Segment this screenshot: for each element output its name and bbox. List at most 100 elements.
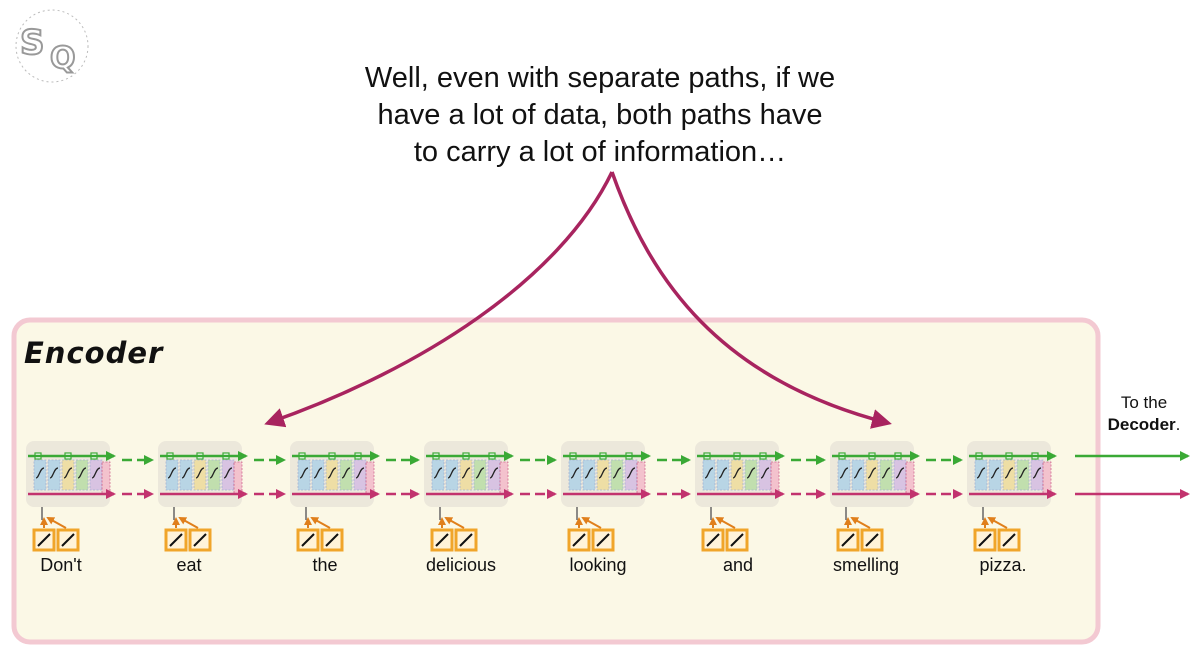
gate-box <box>353 459 367 491</box>
sigmoid-icon <box>746 467 756 479</box>
sigmoid-icon <box>718 467 728 479</box>
embedding-arrow <box>178 517 199 529</box>
sigmoid-icon <box>839 467 849 479</box>
output-gate-box <box>636 461 646 495</box>
embedding-arrow <box>850 517 871 529</box>
output-gate-box <box>1042 461 1052 495</box>
gate-box <box>47 459 61 491</box>
gate-box <box>325 459 339 491</box>
annotation-arrow-left <box>264 171 614 428</box>
lstm-unit <box>158 441 248 552</box>
embedding-weight-line <box>459 533 473 547</box>
sigmoid-icon <box>732 467 742 479</box>
gate-box <box>311 459 325 491</box>
sigmoid-icon <box>195 467 205 479</box>
output-gate-box <box>905 461 915 495</box>
embedding-weight-line <box>435 533 449 547</box>
embedding-weight-line <box>730 533 744 547</box>
embedding-arrow <box>987 517 1008 529</box>
gate-box <box>610 459 624 491</box>
gate-box <box>445 459 459 491</box>
embedding-arrow <box>715 517 736 529</box>
sigmoid-icon <box>167 467 177 479</box>
sigmoid-icon <box>35 467 45 479</box>
embedding-weight-line <box>37 533 51 547</box>
input-word: pizza. <box>979 555 1027 575</box>
sigmoid-icon <box>223 467 233 479</box>
svg-text:S: S <box>20 23 45 63</box>
input-word: Don't <box>40 555 82 575</box>
caption-text: Well, even with separate paths, if we ha… <box>330 60 870 171</box>
sigmoid-icon <box>489 467 499 479</box>
sigmoid-icon <box>327 467 337 479</box>
sigmoid-icon <box>1004 467 1014 479</box>
embedding-arrow <box>444 517 465 529</box>
embedding-arrow <box>46 517 67 529</box>
lstm-unit <box>830 441 920 552</box>
gate-box <box>879 459 893 491</box>
gate-box <box>459 459 473 491</box>
sigmoid-icon <box>853 467 863 479</box>
gate-box <box>624 459 638 491</box>
input-word: the <box>312 555 338 575</box>
gate-box <box>431 459 445 491</box>
gate-box <box>568 459 582 491</box>
gate-box <box>988 459 1002 491</box>
sigmoid-icon <box>63 467 73 479</box>
sigmoid-icon <box>447 467 457 479</box>
gate-box <box>716 459 730 491</box>
to-decoder-note: To the Decoder. <box>1090 392 1198 436</box>
output-gate-box <box>770 461 780 495</box>
input-word: smelling <box>832 555 900 575</box>
sigmoid-icon <box>1032 467 1042 479</box>
sigmoid-icon <box>598 467 608 479</box>
lstm-unit <box>967 441 1057 552</box>
encoder-panel <box>11 317 1101 645</box>
decoder-label: Decoder <box>1107 415 1176 434</box>
sigmoid-icon <box>1018 467 1028 479</box>
embedding-weight-line <box>169 533 183 547</box>
embedding-weight-line <box>865 533 879 547</box>
embedding-weight-line <box>841 533 855 547</box>
sigmoid-icon <box>299 467 309 479</box>
sigmoid-icon <box>341 467 351 479</box>
statquest-logo-icon: S Q <box>8 4 98 88</box>
gate-box <box>851 459 865 491</box>
annotation-arrow-right <box>610 171 892 429</box>
gate-box <box>1016 459 1030 491</box>
embedding-weight-line <box>325 533 339 547</box>
lstm-unit <box>26 441 116 552</box>
sigmoid-icon <box>867 467 877 479</box>
embedding-arrow <box>310 517 331 529</box>
embedding-weight-line <box>706 533 720 547</box>
output-gate-box <box>365 461 375 495</box>
output-gate-box <box>101 461 111 495</box>
sigmoid-icon <box>626 467 636 479</box>
gate-box <box>221 459 235 491</box>
input-word: eat <box>176 555 202 575</box>
sigmoid-icon <box>976 467 986 479</box>
sigmoid-icon <box>313 467 323 479</box>
gate-box <box>702 459 716 491</box>
sigmoid-icon <box>209 467 219 479</box>
to-decoder-suffix: . <box>1175 415 1181 434</box>
gate-box <box>865 459 879 491</box>
embedding-weight-line <box>1002 533 1016 547</box>
embedding-weight-line <box>978 533 992 547</box>
embedding-weight-line <box>596 533 610 547</box>
gate-box <box>1002 459 1016 491</box>
sigmoid-icon <box>760 467 770 479</box>
lstm-unit <box>561 441 651 552</box>
input-word: delicious <box>425 555 497 575</box>
gate-box <box>487 459 501 491</box>
sigmoid-icon <box>433 467 443 479</box>
gate-box <box>893 459 907 491</box>
caption-line-3: to carry a lot of information… <box>413 136 787 168</box>
gate-box <box>596 459 610 491</box>
sigmoid-icon <box>49 467 59 479</box>
to-decoder-prefix: To the <box>1120 393 1168 412</box>
gate-box <box>33 459 47 491</box>
gate-box <box>75 459 89 491</box>
embedding-weight-line <box>301 533 315 547</box>
